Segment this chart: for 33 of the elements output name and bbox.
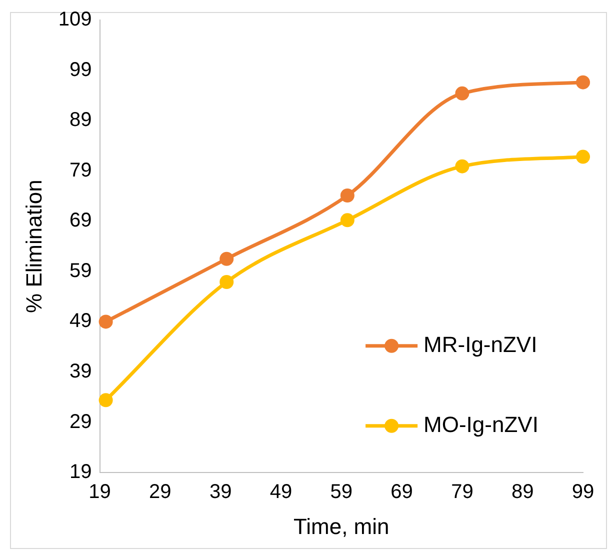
x-axis-title: Time, min [294,514,390,539]
x-tick-label: 59 [330,481,353,504]
y-tick-label: 69 [70,210,92,232]
y-tick-label: 89 [70,109,92,132]
y-tick-label: 19 [70,461,92,484]
point [340,188,354,203]
x-tick-label: 39 [209,481,232,504]
point [220,275,234,290]
point [220,252,234,266]
x-tick-label: 89 [511,481,534,504]
legend-label: MO-Ig-nZVI [424,412,538,437]
x-tick-label: 29 [149,481,172,504]
point [455,159,470,174]
x-tick-label: 79 [451,481,474,504]
point [576,75,590,90]
y-tick-label: 29 [70,410,92,433]
y-tick-label: 49 [70,310,92,332]
y-axis-title: % Elimination [21,180,46,313]
x-tick-label: 19 [88,481,111,504]
point [455,86,470,100]
y-tick-label: 59 [70,260,92,282]
y-tick-label: 79 [70,159,92,182]
y-tick-label: 39 [70,360,92,383]
point [98,393,113,408]
x-tick-label: 99 [572,481,594,504]
point [340,213,354,228]
x-tick-label: 49 [270,481,292,504]
legend-label: MR-Ig-nZVI [424,332,538,357]
point [576,150,590,164]
y-tick-label: 99 [70,58,92,81]
point [98,314,113,329]
x-tick-label: 69 [390,481,413,504]
y-tick-label: 109 [58,8,92,31]
